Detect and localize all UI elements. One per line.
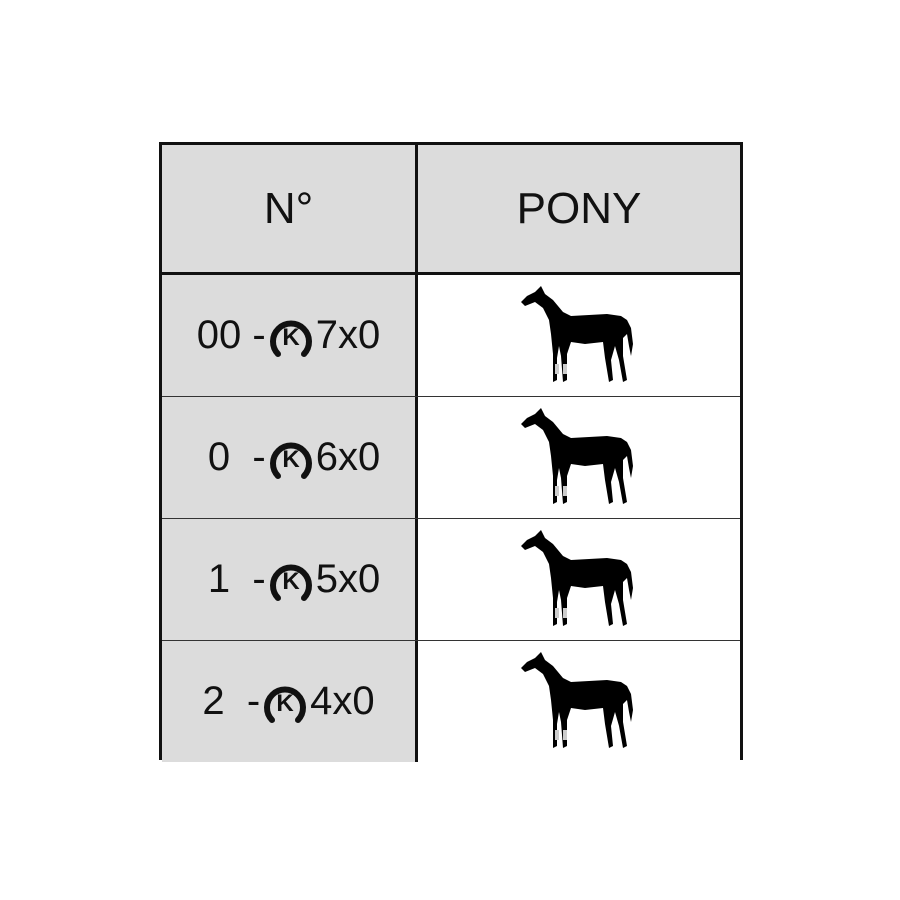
size-table: N° PONY 00 - K 7x0 0 - K 6x0 1 - K 5x0 2 - K 4x0 [159, 142, 743, 762]
table-row: 0 - K 6x0 [162, 397, 740, 519]
size-number: 1 [196, 557, 231, 601]
shoe-size: 7x0 [315, 313, 381, 357]
horseshoe-k-logo-icon: K [269, 320, 312, 357]
size-separator: - [230, 435, 266, 479]
shoe-size: 6x0 [315, 435, 381, 479]
size-cell: 1 - K 5x0 [162, 519, 418, 640]
size-separator: - [241, 313, 266, 357]
pony-cell [418, 275, 740, 396]
table-row: 00 - K 7x0 [162, 275, 740, 397]
horse-icon [521, 529, 633, 626]
table-body: 00 - K 7x0 0 - K 6x0 1 - K 5x0 2 - K 4x0 [162, 275, 740, 762]
header-cell-number: N° [162, 145, 418, 272]
horse-icon [521, 407, 633, 504]
table-row: 2 - K 4x0 [162, 641, 740, 762]
svg-text:K: K [282, 446, 300, 473]
table-row: 1 - K 5x0 [162, 519, 740, 641]
header-cell-pony: PONY [418, 145, 740, 272]
horseshoe-k-logo-icon: K [264, 686, 307, 723]
size-label: 2 - K 4x0 [202, 678, 374, 726]
horseshoe-k-logo-icon: K [269, 442, 312, 479]
pony-cell [418, 519, 740, 640]
size-cell: 0 - K 6x0 [162, 397, 418, 518]
horse-icon [521, 651, 633, 748]
horseshoe-k-logo-icon: K [269, 564, 312, 601]
svg-text:K: K [282, 324, 300, 351]
size-label: 1 - K 5x0 [197, 556, 380, 604]
size-separator: - [230, 557, 266, 601]
header-number-label: N° [263, 183, 314, 233]
shoe-size: 5x0 [315, 557, 381, 601]
size-number: 00 [196, 313, 242, 357]
size-separator: - [224, 679, 261, 723]
pony-cell [418, 397, 740, 518]
pony-cell [418, 641, 740, 762]
size-cell: 00 - K 7x0 [162, 275, 418, 396]
size-cell: 2 - K 4x0 [162, 641, 418, 762]
size-label: 0 - K 6x0 [197, 434, 380, 482]
horse-icon [521, 285, 633, 382]
svg-text:K: K [282, 568, 300, 595]
table-header: N° PONY [162, 145, 740, 275]
header-pony-label: PONY [516, 183, 642, 233]
shoe-size: 4x0 [310, 679, 375, 723]
size-label: 00 - K 7x0 [197, 312, 380, 360]
size-number: 0 [196, 435, 231, 479]
size-number: 2 [202, 679, 225, 723]
svg-text:K: K [276, 690, 294, 717]
